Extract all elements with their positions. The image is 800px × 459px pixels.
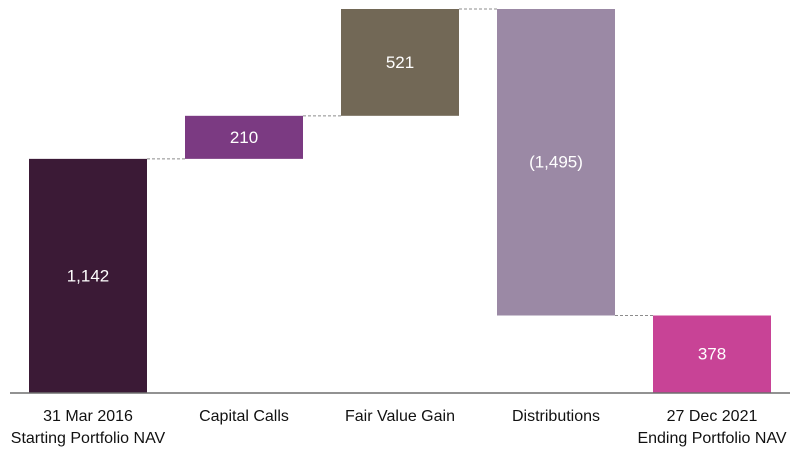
bar-value-label-2: 521 (386, 53, 414, 72)
bar-4 (653, 315, 771, 393)
bar-value-label-3: (1,495) (529, 153, 583, 172)
category-label-3: Distributions (512, 408, 600, 425)
bar-1 (185, 115, 303, 159)
value-labels-layer: 1,142 210 521 (1,495) 378 (67, 53, 726, 364)
category-label-4: 27 Dec 2021 Ending Portfolio NAV (637, 408, 786, 447)
connectors-layer (147, 8, 653, 317)
category-label-1: Capital Calls (199, 408, 289, 425)
bar-2 (341, 9, 459, 116)
category-label-2: Fair Value Gain (345, 408, 455, 425)
bars-layer (29, 9, 771, 393)
bar-value-label-4: 378 (698, 345, 726, 364)
x-axis: 31 Mar 2016 Starting Portfolio NAV Capital… (10, 392, 790, 447)
category-label-0: 31 Mar 2016 Starting Portfolio NAV (11, 408, 166, 447)
bar-3 (497, 9, 615, 316)
bar-0 (29, 158, 147, 393)
bar-value-label-1: 210 (230, 128, 258, 147)
bar-value-label-0: 1,142 (67, 266, 110, 285)
